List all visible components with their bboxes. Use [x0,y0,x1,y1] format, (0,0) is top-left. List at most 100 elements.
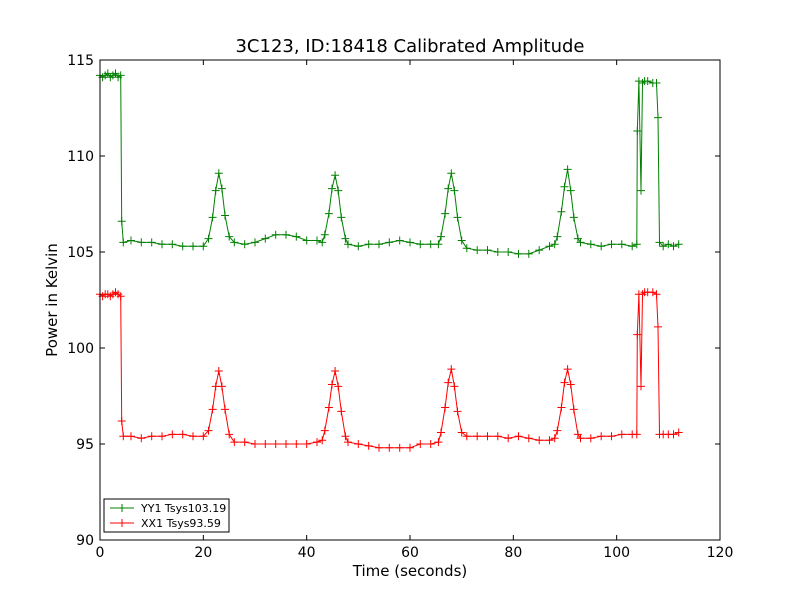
legend-marker-xx1 [118,519,126,527]
legend-item-xx1: XX1 Tsys93.59 [110,517,221,530]
data-point [426,240,435,249]
data-point [504,434,513,443]
data-point [271,440,280,448]
data-point [504,248,513,256]
data-point [450,382,459,391]
data-point [557,403,566,412]
data-point [617,430,626,439]
data-point [473,246,482,255]
data-point [313,236,321,245]
data-point [447,169,456,178]
data-point [638,290,647,299]
data-point [364,240,373,249]
data-point [416,440,425,448]
data-point [127,432,135,441]
data-point [514,249,523,258]
data-point [320,426,329,435]
data-point [385,443,394,452]
x-tick-label: 80 [504,545,522,561]
data-point [560,182,569,191]
data-point [158,432,166,441]
data-point [674,240,683,249]
x-tick-label: 40 [298,545,316,561]
data-point [434,240,443,249]
data-point [535,246,544,255]
plot-frame [99,59,721,541]
data-point [282,230,290,239]
data-point [341,234,350,243]
data-point [214,169,223,178]
data-point [230,438,239,447]
data-point [563,165,572,174]
data-point [654,113,662,122]
data-point [189,242,197,251]
data-point [416,240,425,249]
data-point [225,232,234,241]
data-point [271,230,280,239]
data-point [117,217,126,226]
y-tick-label: 90 [76,533,94,549]
data-point [337,407,346,416]
data-point [483,432,492,441]
data-point [221,211,229,220]
data-point [395,443,404,452]
data-point [127,236,135,245]
data-point [453,407,462,416]
data-point [550,240,559,249]
data-point [553,232,562,241]
data-point [586,240,595,249]
data-point [638,79,647,87]
data-point [437,428,445,437]
data-point [664,240,673,249]
data-point [450,186,459,195]
data-point [230,238,239,247]
data-point [441,209,450,218]
data-point [652,290,661,299]
data-point [566,186,575,195]
data-point [324,209,333,218]
data-point [178,430,187,439]
data-point [328,380,336,389]
data-point [328,184,336,193]
data-point [217,382,226,391]
chart-title: 3C123, ID:18418 Calibrated Amplitude [235,36,584,57]
data-point [168,430,177,439]
x-tick-label: 60 [401,545,419,561]
data-point [453,213,462,222]
data-point [116,292,125,301]
x-tick-label: 20 [194,545,212,561]
data-point [674,428,683,437]
y-tick-label: 110 [67,149,94,165]
y-axis-label: Power in Kelvin [43,243,61,357]
data-point [553,426,562,435]
data-point [637,382,645,391]
data-point [473,432,482,441]
data-point [344,438,352,447]
data-point [147,432,156,441]
data-point [251,238,259,247]
data-point [225,430,234,439]
data-point [364,441,373,450]
data-point [628,242,637,251]
series-1 [96,288,683,452]
series-layer [96,69,683,452]
data-point [168,240,177,249]
data-point [375,443,383,452]
legend-item-yy1: YY1 Tsys103.19 [110,502,226,515]
data-point [648,288,657,297]
data-point [633,127,642,135]
data-point [334,382,343,391]
data-point [447,365,456,374]
data-point [535,436,544,445]
y-tick-label: 100 [67,341,94,357]
legend-label-yy1: YY1 Tsys103.19 [140,502,226,515]
data-point [545,436,554,445]
legend-frame [103,498,230,533]
data-point [659,242,668,251]
data-point [652,79,661,87]
series-0 [96,69,683,258]
data-point [426,440,435,448]
data-point [331,171,340,180]
data-point [576,434,585,443]
data-point [597,242,606,251]
